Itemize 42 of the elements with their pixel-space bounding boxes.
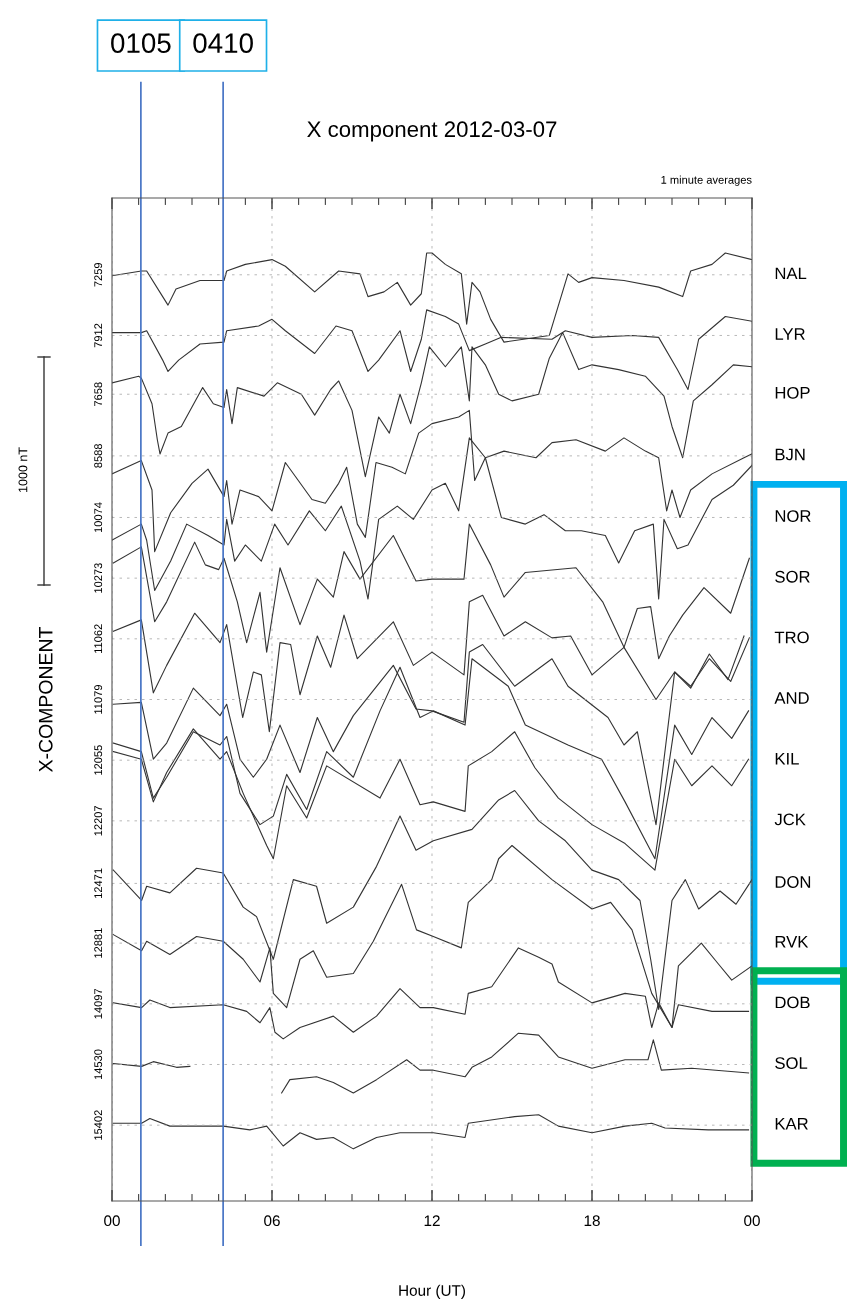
text: 12471 [94,868,103,899]
chart-title: X component 2012-03-07 [307,121,557,142]
text: 12207 [94,805,103,836]
series-label: NAL [775,267,807,280]
text: 10273 [94,563,103,593]
x-tick-label: 00 [104,1215,120,1227]
series-label: BJN [775,448,805,461]
text: AND [774,692,809,704]
x-tick-label: 06 [264,1215,280,1227]
text: 11062 [94,624,103,654]
text: 1000 nT [18,447,28,492]
series-label: LYR [775,328,805,340]
text: 7912 [94,323,103,348]
x-tick-label: 18 [584,1215,600,1227]
text: 1 minute averages [661,175,752,186]
x-axis-title: Hour (UT) [399,1284,465,1299]
series-label: DOB [775,996,810,1009]
series-label: TRO [774,631,809,644]
text: JCK [774,813,806,826]
series-label: DON [775,876,811,888]
text: 12055 [94,745,103,775]
x-tick-label: 12 [424,1215,440,1226]
series-label: RVK [775,935,809,948]
text: 0105 [111,33,171,53]
text: 8588 [94,443,103,468]
text: 11079 [94,684,103,714]
text: 0410 [193,33,253,53]
text: 10074 [94,502,103,533]
series-label: SOR [775,570,810,583]
text: 15402 [94,1110,103,1140]
text: NOR [775,510,811,522]
y-axis-title: X-COMPONENT [38,627,53,772]
x-tick-label: 00 [744,1215,760,1227]
text: KIL [775,753,799,765]
text: 14097 [94,988,103,1019]
series-label: HOP [775,386,810,399]
series-label: SOL [775,1057,808,1069]
text: 7658 [94,382,103,407]
text: 7259 [94,262,103,287]
text: 12881 [94,928,103,958]
series-label: KAR [775,1118,808,1130]
text: 14530 [94,1049,103,1080]
